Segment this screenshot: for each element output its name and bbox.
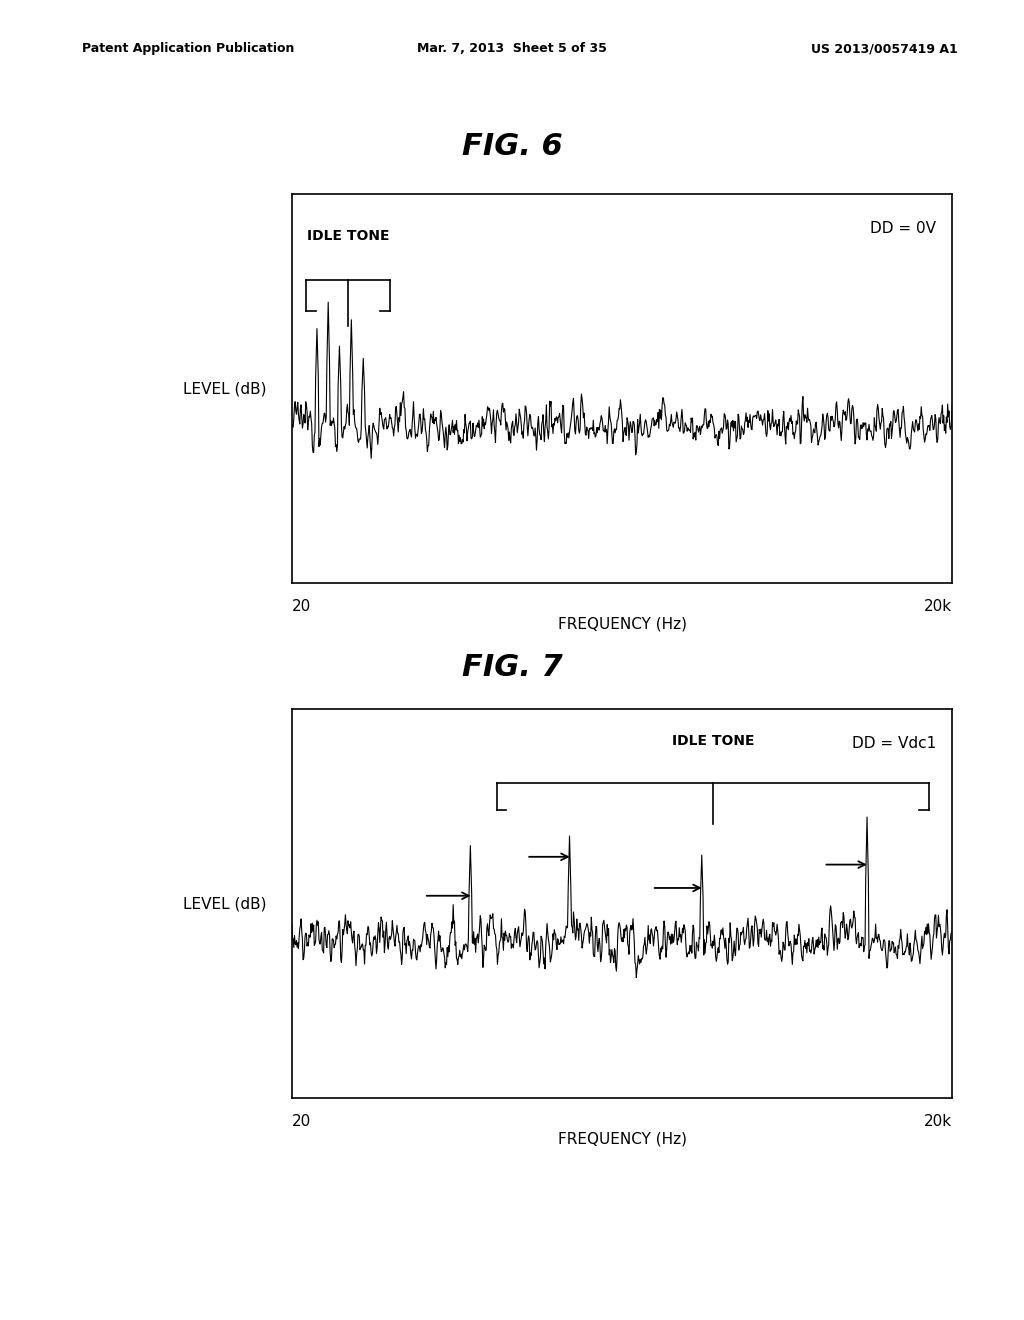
Text: Mar. 7, 2013  Sheet 5 of 35: Mar. 7, 2013 Sheet 5 of 35 <box>417 42 607 55</box>
Text: 20: 20 <box>292 1114 311 1129</box>
Text: FIG. 7: FIG. 7 <box>462 653 562 682</box>
Text: DD = Vdc1: DD = Vdc1 <box>852 737 936 751</box>
Text: FREQUENCY (Hz): FREQUENCY (Hz) <box>558 616 686 631</box>
Text: 20k: 20k <box>925 599 952 614</box>
Text: FREQUENCY (Hz): FREQUENCY (Hz) <box>558 1131 686 1146</box>
Text: US 2013/0057419 A1: US 2013/0057419 A1 <box>811 42 957 55</box>
Text: IDLE TONE: IDLE TONE <box>672 734 754 748</box>
Text: LEVEL (dB): LEVEL (dB) <box>182 381 266 396</box>
Text: Patent Application Publication: Patent Application Publication <box>82 42 294 55</box>
Text: IDLE TONE: IDLE TONE <box>307 230 389 243</box>
Text: LEVEL (dB): LEVEL (dB) <box>182 896 266 911</box>
Text: DD = 0V: DD = 0V <box>869 222 936 236</box>
Text: FIG. 6: FIG. 6 <box>462 132 562 161</box>
Text: 20k: 20k <box>925 1114 952 1129</box>
Text: 20: 20 <box>292 599 311 614</box>
